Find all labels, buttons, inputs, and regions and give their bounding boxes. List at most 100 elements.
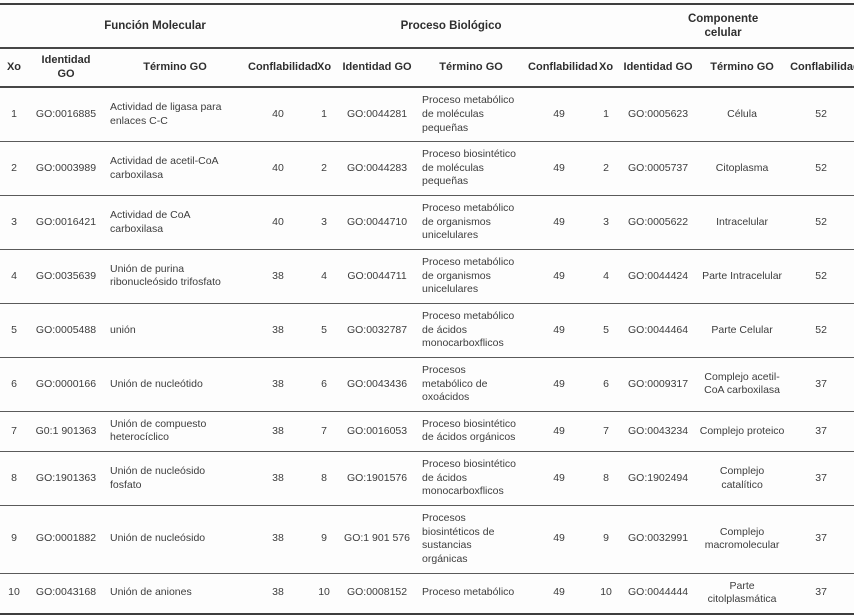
page: Función Molecular Proceso Biológico Comp…	[0, 3, 854, 615]
row-number: 9	[603, 532, 609, 545]
go-identity: GO:0005488	[35, 323, 97, 336]
confidence-value: 38	[272, 586, 284, 599]
row-number: 1	[321, 107, 327, 120]
go-identity: GO:0043436	[346, 377, 408, 390]
go-identity: GO:0032991	[627, 532, 689, 545]
go-identity: GO:0044281	[346, 107, 408, 120]
group-header-row: Función Molecular Proceso Biológico Comp…	[0, 4, 854, 49]
go-term: Unión de purina ribonucleósido trifosfat…	[110, 262, 221, 289]
confidence-value: 52	[815, 161, 827, 174]
row-number: 10	[8, 586, 20, 599]
table-row: 7 G0:1 901363 Unión de compuesto heterocíc…	[0, 411, 854, 452]
column-header-row: Xo Identidad GO Término GO Conflabilidad…	[0, 47, 854, 89]
go-term: Complejo proteico	[699, 424, 785, 437]
group-header-molecular-function: Función Molecular	[0, 4, 311, 49]
row-number: 10	[318, 586, 330, 599]
go-term: Proceso metabólico	[422, 586, 515, 599]
confidence-value: 52	[815, 215, 827, 228]
go-term: Complejo catalítico	[719, 464, 765, 491]
group-header-biological-process: Proceso Biológico	[310, 4, 593, 49]
go-term: unión	[110, 323, 136, 336]
go-identity: GO:0016421	[35, 215, 97, 228]
table-row: 1 GO:0016885 Actividad de ligasa para enla…	[0, 87, 854, 142]
col-header-go-term: Término GO	[416, 47, 527, 89]
row-number: 4	[321, 269, 327, 282]
confidence-value: 38	[272, 323, 284, 336]
row-number: 2	[321, 161, 327, 174]
go-term: Actividad de acetil-CoA carboxilasa	[110, 154, 218, 181]
go-identity: GO:1901363	[35, 471, 97, 484]
confidence-value: 37	[815, 424, 827, 437]
confidence-value: 49	[553, 586, 565, 599]
go-term: Proceso metabólico de moléculas pequeñas	[422, 94, 515, 134]
col-header-xo: Xo	[0, 47, 28, 89]
row-number: 3	[11, 215, 17, 228]
go-identity: GO:0001882	[35, 532, 97, 545]
go-term: Unión de nucleósido	[110, 532, 206, 545]
go-term: Unión de nucleósido fosfato	[110, 464, 206, 491]
confidence-value: 49	[553, 107, 565, 120]
confidence-value: 49	[553, 215, 565, 228]
go-identity: GO:0043168	[35, 586, 97, 599]
row-number: 8	[603, 471, 609, 484]
go-identity: GO:0035639	[35, 269, 97, 282]
confidence-value: 49	[553, 323, 565, 336]
go-identity: GO:0000166	[35, 377, 97, 390]
group-header-cellular-component: Componente celular	[592, 4, 854, 49]
row-number: 10	[600, 586, 612, 599]
confidence-value: 49	[553, 424, 565, 437]
go-identity: GO:1902494	[627, 471, 689, 484]
confidence-value: 49	[553, 269, 565, 282]
go-identity: GO:0044424	[627, 269, 689, 282]
table-row: 6 GO:0000166 Unión de nucleótido 38 6 GO:0043…	[0, 357, 854, 412]
go-identity: GO:0043234	[627, 424, 689, 437]
row-number: 3	[321, 215, 327, 228]
go-identity: GO:0008152	[346, 586, 408, 599]
row-number: 4	[603, 269, 609, 282]
go-term: Intracelular	[716, 215, 769, 228]
row-number: 2	[11, 161, 17, 174]
col-header-go-identity: Identidad GO	[28, 47, 104, 89]
go-terms-table: Función Molecular Proceso Biológico Comp…	[0, 3, 854, 615]
table-row: 2 GO:0003989 Actividad de acetil-CoA carbo…	[0, 142, 854, 196]
row-number: 5	[321, 323, 327, 336]
go-term: Proceso biosintético de ácidos monocarbo…	[422, 458, 516, 498]
table-row: 10 GO:0043168 Unión de aniones 38 10 GO:00081…	[0, 573, 854, 614]
go-term: Citoplasma	[715, 161, 769, 174]
table-row: 4 GO:0035639 Unión de purina ribonucleósid…	[0, 250, 854, 304]
confidence-value: 38	[272, 269, 284, 282]
col-header-confidence: Conflabilidad	[246, 47, 318, 89]
go-term: Procesos metabólico de oxoácidos	[422, 363, 488, 404]
confidence-value: 52	[815, 323, 827, 336]
row-number: 7	[321, 424, 327, 437]
row-number: 7	[603, 424, 609, 437]
go-identity: GO:0044711	[347, 269, 407, 282]
confidence-value: 37	[815, 532, 827, 545]
row-number: 9	[321, 532, 327, 545]
col-header-xo: Xo	[310, 47, 339, 89]
confidence-value: 49	[553, 161, 565, 174]
confidence-value: 40	[272, 215, 284, 228]
confidence-value: 37	[815, 377, 827, 390]
row-number: 3	[603, 215, 609, 228]
table-header: Función Molecular Proceso Biológico Comp…	[0, 4, 854, 89]
go-term: Parte citolplasmática	[707, 579, 777, 606]
go-term: Célula	[727, 107, 757, 120]
go-term: Parte Intracelular	[702, 269, 783, 282]
go-term: Proceso biosintético de moléculas pequeñ…	[422, 148, 516, 188]
go-term: Proceso biosintético de ácidos orgánicos	[422, 417, 516, 444]
row-number: 7	[11, 424, 17, 437]
col-header-xo: Xo	[592, 47, 621, 89]
confidence-value: 38	[272, 424, 284, 437]
row-number: 5	[603, 323, 609, 336]
table-row: 3 GO:0016421 Actividad de CoA carboxilasa 4…	[0, 196, 854, 250]
go-term: Actividad de CoA carboxilasa	[110, 208, 190, 235]
row-number: 1	[11, 107, 17, 120]
go-term: Complejo macromolecular	[704, 525, 780, 552]
table-row: 5 GO:0005488 unión 38 5 GO:0032787 Proceso met…	[0, 303, 854, 358]
table-row: 9 GO:0001882 Unión de nucleósido 38 9 GO:1 90…	[0, 505, 854, 574]
go-identity: GO:1901576	[346, 471, 408, 484]
go-identity: GO:0016885	[35, 107, 97, 120]
row-number: 8	[11, 471, 17, 484]
go-term: Unión de compuesto heterocíclico	[110, 417, 207, 444]
